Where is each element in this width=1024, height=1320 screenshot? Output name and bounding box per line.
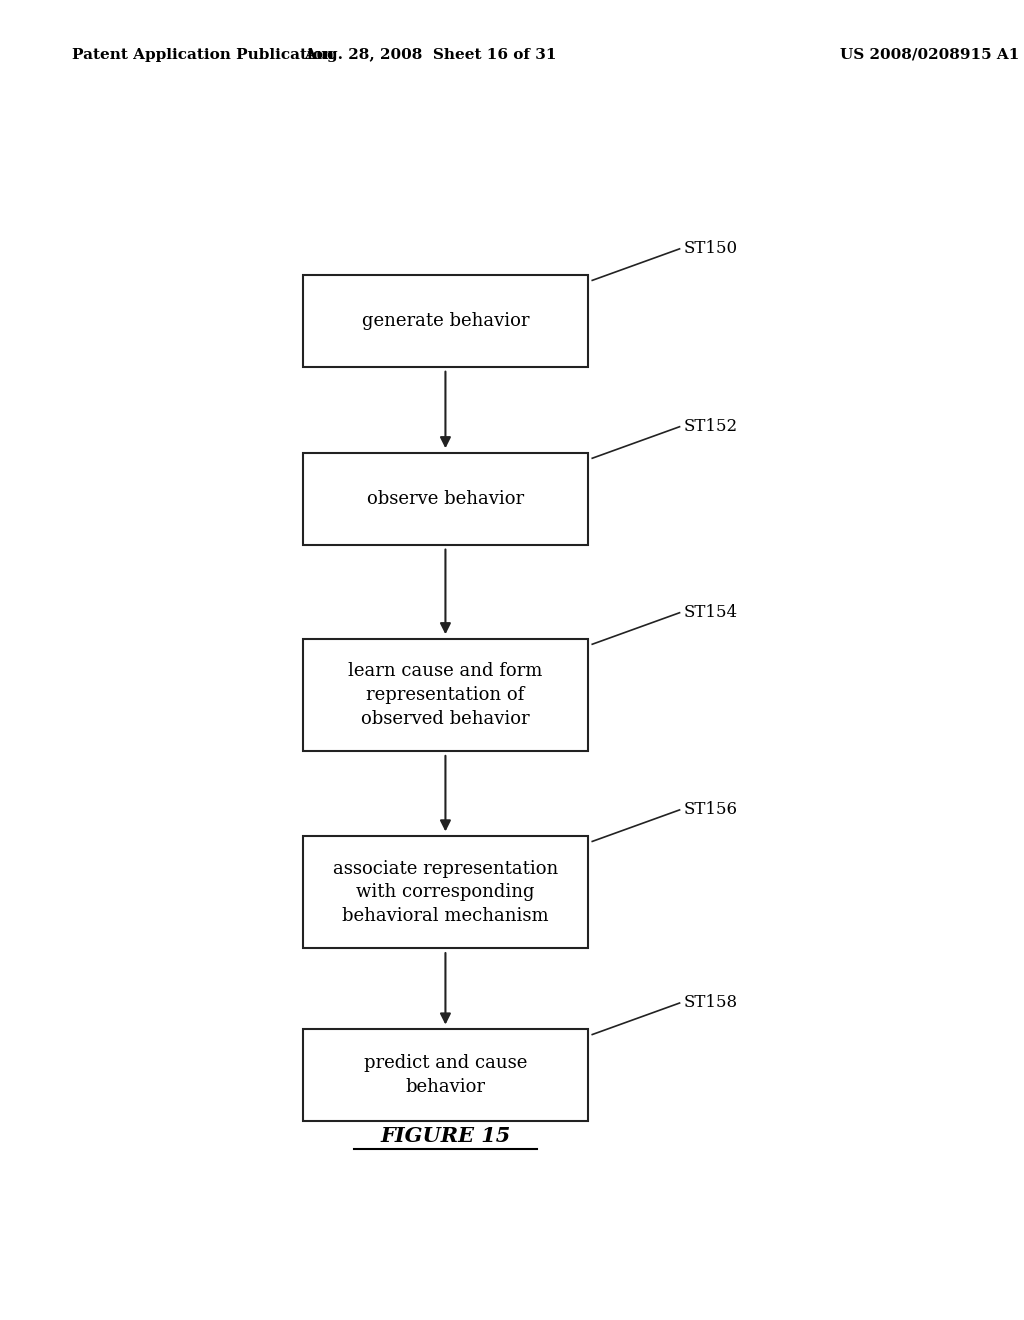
Bar bbox=[303, 1030, 588, 1121]
Text: Patent Application Publication: Patent Application Publication bbox=[72, 48, 334, 62]
Bar bbox=[303, 639, 588, 751]
Text: ST152: ST152 bbox=[684, 418, 737, 434]
Text: Aug. 28, 2008  Sheet 16 of 31: Aug. 28, 2008 Sheet 16 of 31 bbox=[304, 48, 556, 62]
Text: ST154: ST154 bbox=[684, 603, 737, 620]
Text: ST150: ST150 bbox=[684, 240, 737, 257]
Text: US 2008/0208915 A1: US 2008/0208915 A1 bbox=[840, 48, 1019, 62]
Text: FIGURE 15: FIGURE 15 bbox=[380, 1126, 511, 1146]
Text: associate representation
with corresponding
behavioral mechanism: associate representation with correspond… bbox=[333, 859, 558, 925]
Text: generate behavior: generate behavior bbox=[361, 312, 529, 330]
Bar bbox=[303, 276, 588, 367]
Text: ST158: ST158 bbox=[684, 994, 737, 1011]
Bar bbox=[303, 837, 588, 948]
Text: observe behavior: observe behavior bbox=[367, 490, 524, 508]
Text: ST156: ST156 bbox=[684, 801, 737, 818]
Bar bbox=[303, 453, 588, 545]
Text: predict and cause
behavior: predict and cause behavior bbox=[364, 1055, 527, 1096]
Text: learn cause and form
representation of
observed behavior: learn cause and form representation of o… bbox=[348, 663, 543, 727]
